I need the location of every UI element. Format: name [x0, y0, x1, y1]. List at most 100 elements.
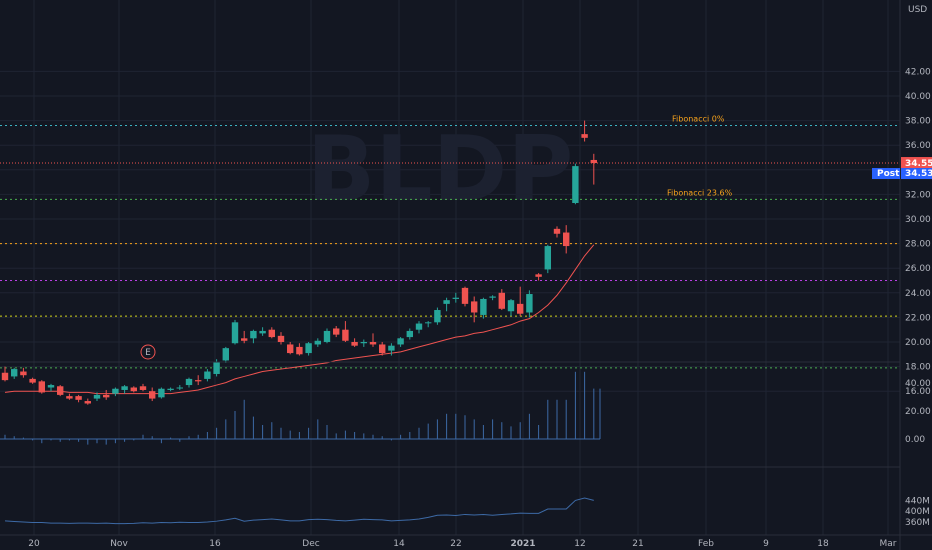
candle-body[interactable] — [231, 322, 239, 344]
fib-label-zero: Fibonacci 0% — [672, 115, 725, 124]
candle-body[interactable] — [323, 330, 331, 342]
candle-body[interactable] — [268, 329, 275, 338]
candle-body[interactable] — [75, 396, 82, 400]
candle-body[interactable] — [305, 343, 312, 354]
time-tick-label: Feb — [698, 539, 714, 549]
candle-body[interactable] — [185, 378, 193, 386]
candle-body[interactable] — [158, 388, 165, 398]
time-tick-label: 14 — [393, 539, 405, 549]
candle-body[interactable] — [121, 386, 128, 390]
candle-body[interactable] — [20, 371, 27, 376]
candle-body[interactable] — [415, 323, 423, 330]
candle-body[interactable] — [93, 394, 101, 399]
candle-body[interactable] — [222, 348, 229, 361]
candle-body[interactable] — [130, 387, 137, 392]
volume-axis[interactable]: 40.00 20.00 0.00 — [905, 379, 931, 445]
price-tick-label: 24.00 — [905, 289, 931, 299]
candle-body[interactable] — [241, 338, 248, 341]
candlesticks[interactable] — [1, 120, 597, 405]
candle-body[interactable] — [213, 361, 220, 374]
candle-body[interactable] — [351, 342, 358, 346]
candle-body[interactable] — [1, 372, 9, 381]
candle-body[interactable] — [57, 386, 64, 395]
candle-body[interactable] — [103, 394, 110, 398]
candle-body[interactable] — [590, 159, 597, 164]
time-tick-label: Mar — [880, 539, 897, 549]
candle-body[interactable] — [507, 300, 515, 312]
candle-body[interactable] — [406, 330, 413, 338]
fibonacci-levels[interactable]: Fibonacci 0% Fibonacci 23.6% — [0, 115, 900, 369]
time-axis[interactable]: 20 Nov 16 Dec 14 22 2021 12 21 Feb 9 18 Mar — [28, 539, 897, 549]
post-price-value: 34.53 — [905, 169, 932, 179]
candle-body[interactable] — [333, 328, 340, 335]
candle-body[interactable] — [498, 292, 505, 309]
candle-body[interactable] — [277, 335, 285, 342]
candle-body[interactable] — [360, 342, 367, 344]
candle-body[interactable] — [342, 329, 349, 341]
candle-body[interactable] — [563, 232, 570, 247]
candle-body[interactable] — [425, 322, 432, 324]
candle-body[interactable] — [461, 287, 469, 304]
candle-body[interactable] — [544, 246, 551, 270]
volume-tick-label: 20.00 — [905, 407, 931, 417]
price-tick-label: 42.00 — [905, 67, 931, 77]
candle-body[interactable] — [489, 296, 496, 298]
candle-body[interactable] — [517, 303, 524, 314]
volume-tick-label: 40.00 — [905, 379, 931, 389]
price-tick-label: 18.00 — [905, 363, 931, 373]
candle-body[interactable] — [452, 297, 459, 299]
price-tick-label: 20.00 — [905, 338, 931, 348]
candle-body[interactable] — [204, 371, 211, 379]
post-label: Post — [877, 169, 900, 179]
candle-body[interactable] — [112, 388, 119, 394]
obv-line — [4, 497, 594, 525]
candle-body[interactable] — [397, 338, 404, 345]
earnings-icon[interactable] — [140, 344, 156, 360]
price-axis[interactable]: 42.0040.0038.0036.0034.0032.0030.0028.00… — [905, 67, 931, 397]
candle-body[interactable] — [47, 385, 55, 388]
candle-body[interactable] — [379, 344, 386, 354]
candle-body[interactable] — [535, 274, 542, 277]
candle-body[interactable] — [572, 166, 579, 204]
candle-body[interactable] — [84, 401, 91, 404]
time-tick-label: Nov — [110, 539, 128, 549]
candle-body[interactable] — [66, 396, 73, 399]
earnings-label: E — [145, 348, 151, 358]
candle-body[interactable] — [259, 330, 266, 334]
price-tick-label: 22.00 — [905, 313, 931, 323]
candle-body[interactable] — [388, 345, 395, 351]
post-label-bg — [872, 168, 900, 180]
candle-body[interactable] — [443, 300, 450, 304]
post-price-tag-bg — [901, 168, 932, 180]
candle-body[interactable] — [195, 380, 202, 382]
candle-body[interactable] — [553, 228, 561, 234]
candle-body[interactable] — [11, 369, 18, 377]
candle-body[interactable] — [29, 378, 36, 383]
candle-body[interactable] — [296, 346, 303, 355]
candle-body[interactable] — [434, 310, 441, 323]
candle-body[interactable] — [480, 298, 487, 315]
time-tick-label: Dec — [302, 539, 319, 549]
candle-body[interactable] — [139, 386, 147, 390]
last-price-tag: 34.55 — [901, 157, 932, 169]
candle-body[interactable] — [250, 330, 257, 339]
candle-body[interactable] — [167, 388, 174, 390]
candle-body[interactable] — [369, 342, 377, 345]
candle-body[interactable] — [176, 387, 183, 389]
candle-body[interactable] — [526, 294, 533, 313]
candle-body[interactable] — [471, 301, 478, 313]
candle-body[interactable] — [287, 344, 294, 354]
candle-body[interactable] — [314, 340, 321, 345]
grid-lines — [0, 0, 900, 535]
time-tick-label: 16 — [209, 539, 221, 549]
candle-body[interactable] — [38, 381, 45, 393]
candle-body[interactable] — [149, 391, 156, 399]
last-price-value: 34.55 — [905, 159, 932, 169]
time-tick-label: 21 — [632, 539, 643, 549]
candle-body[interactable] — [581, 134, 588, 138]
time-tick-label: 22 — [450, 539, 461, 549]
earnings-marker[interactable]: E — [140, 344, 156, 360]
